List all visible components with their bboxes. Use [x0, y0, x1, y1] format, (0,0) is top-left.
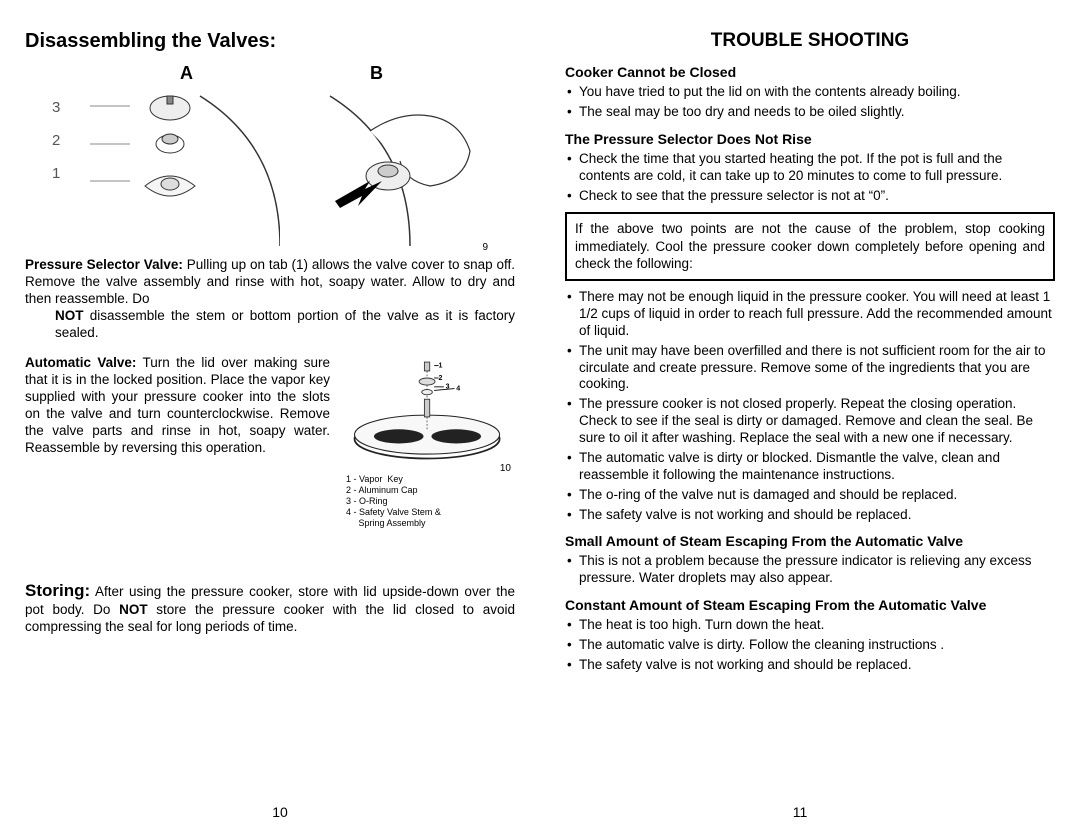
av-paragraph: Automatic Valve: Turn the lid over makin…	[25, 355, 330, 456]
lid-svg: 1 2 3 4	[340, 355, 515, 470]
s2-b6: •The automatic valve is dirty or blocked…	[565, 450, 1055, 484]
diagram-a-svg	[90, 86, 280, 246]
storing-paragraph: Storing: After using the pressure cooker…	[25, 580, 515, 635]
svg-text:1: 1	[439, 363, 443, 370]
s2-heading: The Pressure Selector Does Not Rise	[565, 131, 1055, 147]
diagram-label-a: A	[180, 63, 193, 84]
s2-b2: •Check to see that the pressure selector…	[565, 188, 1055, 205]
s3-b1: •This is not a problem because the press…	[565, 553, 1055, 587]
s1-b2: •The seal may be too dry and needs to be…	[565, 104, 1055, 121]
psv-paragraph-2: NOT disassemble the stem or bottom porti…	[25, 308, 515, 342]
automatic-valve-block: 1 2 3 4 10 1 - Vapor Key 2 - Aluminum Ca…	[25, 355, 515, 530]
s2-b8: •The safety valve is not working and sho…	[565, 507, 1055, 524]
svg-text:4: 4	[456, 386, 460, 393]
s1-b1: •You have tried to put the lid on with t…	[565, 84, 1055, 101]
warning-box: If the above two points are not the caus…	[565, 212, 1055, 281]
diagram-label-b: B	[370, 63, 383, 84]
s1-heading: Cooker Cannot be Closed	[565, 64, 1055, 80]
fig10-caption: 1 - Vapor Key 2 - Aluminum Cap 3 - O-Rin…	[346, 474, 441, 528]
psv-label: Pressure Selector Valve:	[25, 257, 183, 272]
psv-not: NOT	[55, 308, 84, 323]
s3-heading: Small Amount of Steam Escaping From the …	[565, 533, 1055, 549]
num-1: 1	[52, 157, 60, 190]
figure-10-label: 10	[500, 463, 511, 474]
valve-disassembly-diagram: A B 3 2 1 9	[50, 61, 490, 251]
psv-text-2: disassemble the stem or bottom portion o…	[55, 308, 515, 340]
storing-not: NOT	[119, 602, 148, 617]
av-label: Automatic Valve:	[25, 355, 136, 370]
page-right: TROUBLE SHOOTING Cooker Cannot be Closed…	[540, 30, 1060, 824]
left-title: Disassembling the Valves:	[25, 30, 515, 53]
s4-b2: •The automatic valve is dirty. Follow th…	[565, 637, 1055, 654]
s2-b7: •The o-ring of the valve nut is damaged …	[565, 487, 1055, 504]
s4-heading: Constant Amount of Steam Escaping From t…	[565, 597, 1055, 613]
s4-b1: •The heat is too high. Turn down the hea…	[565, 617, 1055, 634]
page-number-left: 10	[20, 804, 540, 820]
svg-text:2: 2	[439, 375, 443, 382]
s2-b5: •The pressure cooker is not closed prope…	[565, 396, 1055, 447]
figure-9-label: 9	[482, 242, 488, 253]
psv-paragraph: Pressure Selector Valve: Pulling up on t…	[25, 257, 515, 308]
s2-b4: •The unit may have been overfilled and t…	[565, 343, 1055, 394]
num-2: 2	[52, 124, 60, 157]
s2-b1: •Check the time that you started heating…	[565, 151, 1055, 185]
right-title: TROUBLE SHOOTING	[565, 30, 1055, 52]
lid-diagram: 1 2 3 4 10 1 - Vapor Key 2 - Aluminum Ca…	[340, 355, 515, 530]
page-number-right: 11	[540, 804, 1060, 820]
diagram-part-numbers: 3 2 1	[52, 91, 60, 190]
s2-b3: •There may not be enough liquid in the p…	[565, 289, 1055, 340]
storing-label: Storing:	[25, 581, 90, 600]
num-3: 3	[52, 91, 60, 124]
s4-b3: •The safety valve is not working and sho…	[565, 657, 1055, 674]
page-left: Disassembling the Valves: A B 3 2 1	[20, 30, 540, 824]
diagram-b-svg	[310, 86, 490, 246]
